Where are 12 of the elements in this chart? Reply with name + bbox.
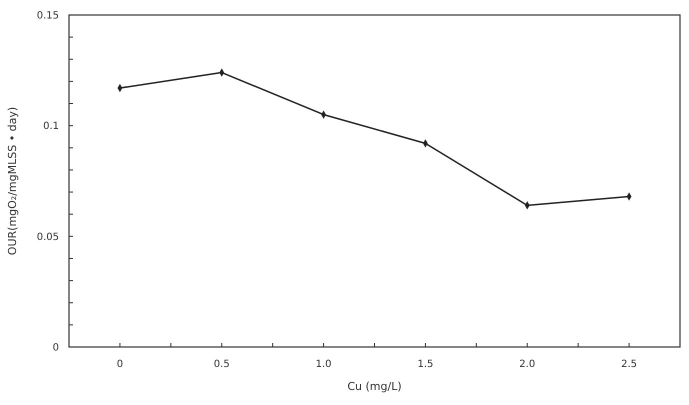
x-tick-label: 1.5 [417,359,434,370]
x-tick-label: 2.0 [519,359,536,370]
x-tick-label: 0.5 [214,359,230,370]
x-tick-label: 0 [116,359,124,370]
y-tick-label: 0 [52,342,59,354]
y-tick-label: 0.15 [36,10,59,22]
y-tick-label: 0.1 [43,121,59,132]
y-tick-label: 0.05 [36,232,59,243]
x-tick-label: 1.0 [316,359,332,370]
y-axis-title: OUR(mgO₂/mgMLSS • day) [6,106,19,256]
x-axis-title: Cu (mg/L) [347,380,402,393]
x-tick-label: 2.5 [621,359,638,370]
